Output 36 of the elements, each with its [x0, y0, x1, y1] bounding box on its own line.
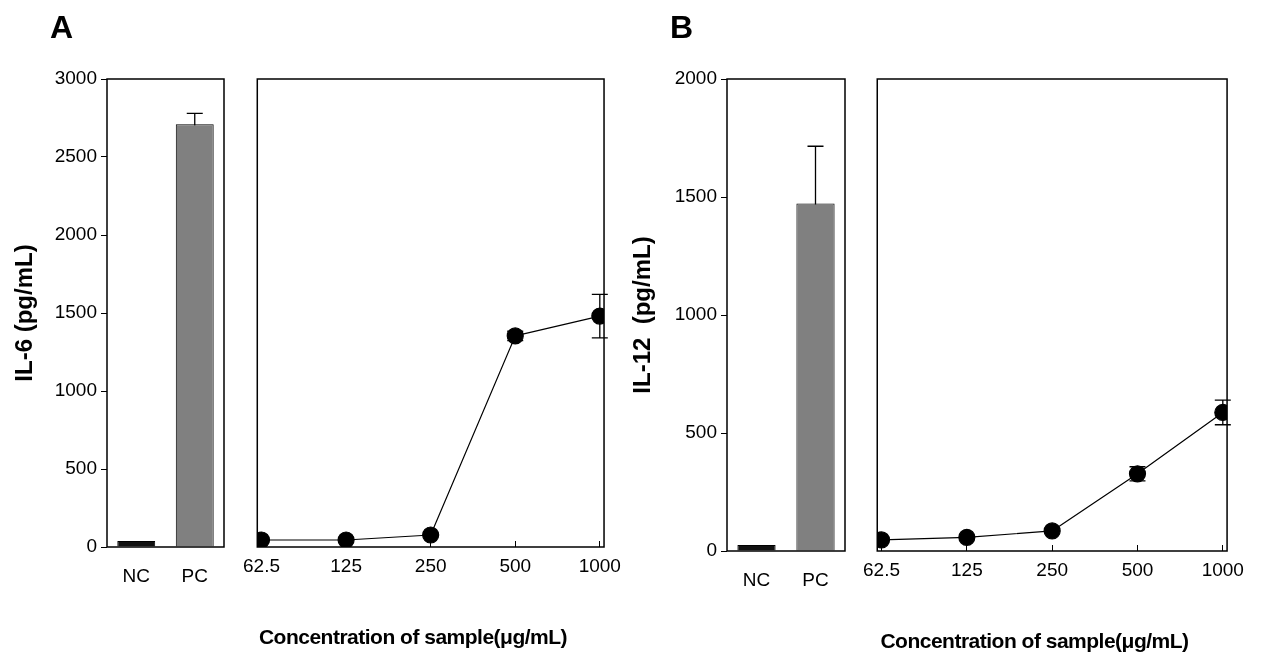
x-tick-label: 62.5 — [863, 558, 901, 580]
x-tick-label: 125 — [330, 554, 362, 576]
x-tick-label: PC — [802, 568, 829, 590]
y-tick-label: 0 — [706, 539, 717, 561]
y-tick-label: 2000 — [54, 223, 97, 245]
y-tick-label: 1500 — [674, 185, 717, 207]
point — [337, 531, 355, 547]
chart-title: B — [670, 9, 694, 46]
x-tick-label: NC — [122, 564, 150, 586]
y-tick-label: 0 — [86, 535, 97, 557]
y-tick-label: 500 — [685, 421, 717, 443]
x-tick-label: 500 — [499, 554, 532, 576]
x-tick-label: NC — [742, 568, 771, 590]
x-axis-title: Concentration of sample(μg/mL) — [258, 625, 568, 649]
point — [422, 526, 440, 544]
y-tick-label: 1000 — [674, 303, 717, 325]
y-tick-label: 1000 — [54, 379, 97, 401]
y-tick-label: 2000 — [674, 67, 717, 89]
point — [958, 528, 976, 546]
y-tick-label: 500 — [65, 457, 97, 479]
x-tick-label: 62.5 — [243, 554, 281, 576]
y-axis-title: IL-12 (pg/mL) — [628, 236, 656, 394]
y-tick-label: 1500 — [54, 301, 97, 323]
point — [1043, 522, 1061, 540]
x-tick-label: PC — [181, 564, 208, 586]
chart-title: A — [50, 9, 74, 46]
y-axis-title: IL-6 (pg/mL) — [10, 244, 38, 382]
x-tick-label: 1000 — [578, 554, 621, 576]
x-tick-label: 125 — [950, 558, 983, 580]
x-tick-label: 500 — [1121, 558, 1154, 580]
x-tick-label: 1000 — [1201, 558, 1244, 580]
y-tick-label: 3000 — [54, 67, 97, 89]
y-tick-label: 2500 — [54, 145, 97, 167]
x-axis-title: Concentration of sample(μg/mL) — [880, 629, 1189, 653]
x-tick-label: 250 — [414, 554, 447, 576]
x-tick-label: 250 — [1036, 558, 1069, 580]
